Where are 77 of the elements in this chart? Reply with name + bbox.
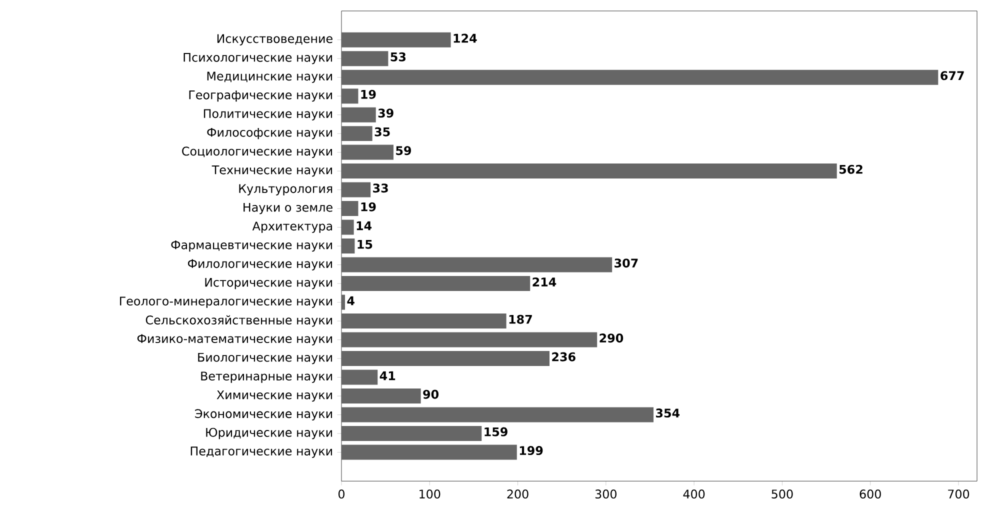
bar [341, 182, 371, 198]
bar [341, 332, 598, 348]
bar [341, 294, 346, 310]
bar [341, 257, 612, 272]
y-tick-label: Химические науки [216, 390, 332, 402]
y-tick-label: Искусствоведение [217, 34, 332, 46]
bar [341, 144, 394, 160]
data-label: 39 [378, 108, 394, 118]
bar [341, 51, 388, 66]
bar [341, 238, 355, 254]
y-tick-label: Науки о земле [244, 202, 332, 214]
y-tick-label: Политические науки [204, 109, 332, 120]
data-label: 35 [374, 127, 390, 136]
data-label: 187 [509, 314, 532, 324]
y-tick-label: Экономические науки [195, 409, 332, 420]
y-tick-label: Физико-математические науки [137, 334, 332, 346]
data-label: 53 [390, 52, 406, 62]
data-label: 124 [454, 34, 477, 43]
data-label: 307 [614, 258, 638, 268]
y-tick-label: Юридические науки [206, 428, 332, 440]
y-tick-label: Фармацевтические науки [171, 240, 332, 252]
bar [341, 88, 358, 104]
x-tick-label: 400 [683, 490, 705, 499]
y-tick-label: Биологические науки [198, 352, 332, 364]
y-tick-label: Сельскохозяйственные науки [146, 315, 332, 327]
bar [341, 407, 654, 422]
bar [341, 220, 354, 235]
data-label: 4 [347, 296, 354, 306]
bar [341, 388, 421, 404]
y-tick-label: Педагогические науки [190, 446, 332, 458]
bar [341, 32, 451, 48]
bar [341, 201, 358, 216]
y-tick-label: Архитектура [252, 222, 332, 233]
y-tick-label: Филологические науки [188, 259, 332, 270]
data-label: 90 [423, 390, 439, 399]
y-tick-label: Культурология [239, 184, 332, 196]
data-label: 199 [520, 446, 543, 456]
data-label: 14 [356, 221, 372, 230]
x-tick-label: 300 [595, 490, 616, 499]
data-label: 19 [361, 202, 376, 212]
x-tick-label: 500 [772, 490, 793, 499]
data-label: 41 [380, 371, 396, 380]
y-tick-label: Психологические науки [184, 52, 332, 64]
data-label: 59 [396, 146, 411, 156]
data-label: 33 [373, 184, 388, 193]
y-tick-label: Технические науки [212, 165, 332, 177]
y-tick-label: Ветеринарные науки [201, 372, 332, 383]
y-tick-label: Философские науки [207, 128, 332, 140]
data-label: 214 [532, 277, 556, 286]
bar [341, 314, 506, 329]
y-tick-label: Медицинские науки [207, 72, 332, 83]
y-tick-label: Социологические науки [182, 146, 332, 158]
bar [341, 444, 517, 460]
bar [341, 107, 376, 122]
y-tick-label: Географические науки [189, 90, 332, 102]
data-label: 15 [358, 240, 372, 249]
data-label: 159 [484, 427, 508, 436]
data-label: 236 [552, 352, 576, 362]
data-label: 562 [839, 164, 862, 174]
bar [341, 276, 530, 292]
bar [341, 351, 550, 366]
data-label: 677 [940, 71, 964, 80]
bar [341, 370, 378, 385]
bar [341, 126, 372, 142]
bar [341, 426, 482, 442]
y-tick-label: Исторические науки [205, 278, 332, 290]
y-tick-label: Геолого-минералогические науки [120, 296, 332, 308]
x-tick-label: 200 [507, 490, 528, 499]
data-label: 354 [656, 408, 680, 418]
x-tick-label: 100 [420, 490, 440, 499]
bar [341, 70, 938, 85]
data-label: 19 [361, 90, 376, 99]
x-tick-label: 0 [338, 490, 344, 499]
data-label: 290 [600, 334, 624, 343]
x-tick-label: 700 [948, 490, 970, 499]
bar [341, 164, 837, 179]
x-tick-label: 600 [860, 490, 881, 499]
